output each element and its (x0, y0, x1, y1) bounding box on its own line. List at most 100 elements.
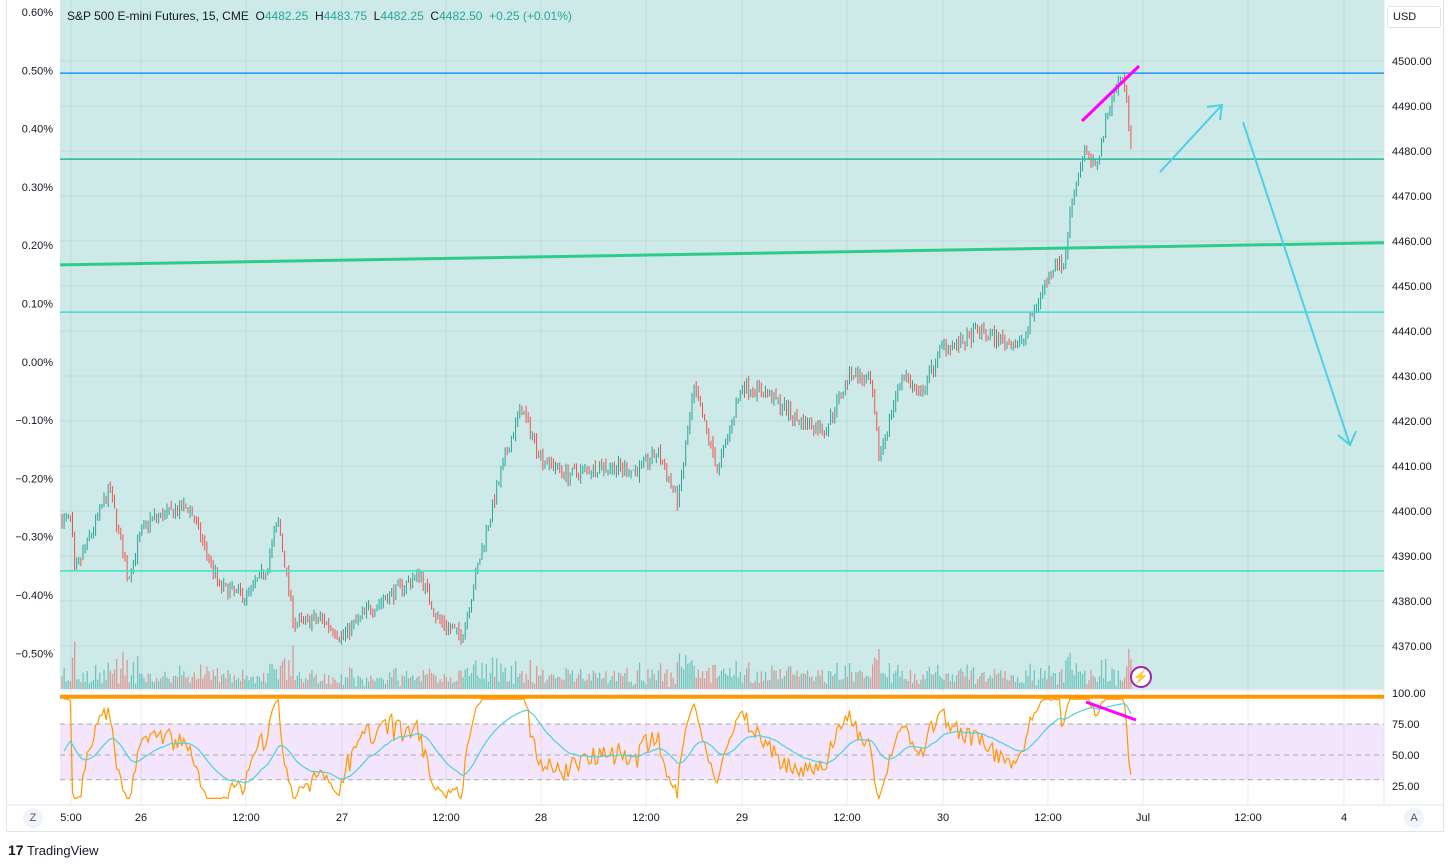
volume-bar (527, 679, 529, 689)
volume-bar (601, 678, 603, 689)
volume-bar (412, 675, 414, 689)
auto-scale-button[interactable]: A (1404, 808, 1424, 828)
zoom-button[interactable]: Z (23, 808, 43, 828)
volume-bar (1124, 677, 1126, 689)
low-value: 4482.25 (380, 9, 424, 23)
percent-tick-label: 0.00% (22, 357, 53, 369)
volume-bar (722, 668, 725, 689)
volume-bar (464, 669, 466, 689)
volume-bar (998, 672, 1000, 689)
volume-bar (651, 669, 653, 689)
volume-bar (565, 667, 567, 689)
volume-bar (1107, 681, 1109, 689)
volume-bar (498, 681, 500, 689)
volume-bar (265, 682, 267, 689)
volume-bar (134, 683, 137, 689)
trend-line[interactable] (59, 241, 1385, 267)
volume-bar (905, 678, 907, 689)
volume-bar (365, 677, 368, 689)
volume-bar (911, 682, 914, 689)
volume-bar (168, 678, 170, 689)
down-arrow-drawing[interactable] (1242, 121, 1351, 446)
volume-bar (594, 672, 597, 689)
volume-bar (273, 669, 275, 689)
chart-canvas[interactable]: 5:00 26 12:00 27 12:00 28 12:00 29 12:00 30 12:00 J… (0, 0, 1454, 832)
volume-bar (307, 679, 309, 689)
rsi-divergence-line[interactable] (1085, 700, 1137, 722)
volume-bar (162, 676, 164, 689)
volume-bar (689, 662, 691, 689)
volume-bar (943, 679, 945, 689)
volume-bar (193, 672, 195, 689)
price-tick-label: 4430.00 (1392, 371, 1432, 383)
volume-bar (319, 681, 321, 689)
volume-bar (340, 674, 342, 689)
volume-bar (1119, 679, 1122, 689)
volume-bar (353, 677, 355, 689)
volume-bar (575, 678, 578, 689)
volume-bar (334, 679, 336, 689)
volume-bar (231, 682, 233, 689)
volume-bar (174, 675, 177, 689)
currency-selector[interactable]: USD (1387, 6, 1441, 28)
volume-bar (321, 680, 324, 689)
volume-bar (771, 665, 773, 689)
volume-bar (296, 675, 298, 689)
volume-bar (609, 679, 611, 689)
high-value: 4483.75 (323, 9, 367, 23)
volume-bar (187, 676, 189, 689)
symbol-name: S&P 500 E-mini Futures, 15, CME (67, 9, 249, 23)
volume-bar (641, 680, 643, 689)
price-pane[interactable] (60, 0, 1384, 689)
volume-bar (590, 680, 592, 689)
volume-bar (1065, 660, 1067, 689)
volume-bar (1006, 679, 1008, 689)
volume-bar (107, 662, 109, 689)
volume-bar (258, 676, 261, 689)
volume-bar (563, 679, 565, 689)
volume-bar (483, 678, 485, 689)
volume-bar (113, 669, 116, 689)
volume-bar (620, 673, 622, 689)
volume-bar (410, 677, 412, 689)
volume-bar (691, 659, 693, 689)
volume-bar (1075, 663, 1077, 689)
lightning-icon[interactable]: ⚡ (1130, 666, 1152, 688)
volume-bar (290, 676, 292, 689)
volume-bar (63, 667, 65, 689)
volume-bar (670, 672, 672, 689)
volume-bar (208, 671, 210, 689)
volume-bar (529, 659, 531, 689)
volume-bar (674, 683, 676, 689)
volume-bar (899, 676, 901, 689)
volume-bar (512, 683, 515, 689)
volume-bar (86, 671, 88, 689)
volume-bar (699, 678, 702, 689)
volume-bar (525, 673, 527, 689)
volume-bar (569, 674, 571, 689)
volume-bar (802, 673, 804, 689)
volume-bar (737, 677, 739, 689)
volume-bar (1096, 682, 1098, 689)
volume-bar (1079, 671, 1082, 689)
volume-bar (821, 669, 823, 689)
volume-bar (578, 673, 580, 689)
volume-bar (949, 680, 951, 689)
volume-bar (964, 676, 966, 689)
volume-bar (811, 676, 813, 689)
volume-bar (309, 673, 311, 689)
volume-bar (521, 671, 523, 689)
divergence-line[interactable] (1080, 64, 1141, 123)
volume-bar (128, 682, 130, 689)
time-tick-label: 12:00 (632, 812, 660, 824)
volume-bar (317, 683, 319, 689)
volume-bar (130, 675, 132, 689)
volume-bar (798, 676, 800, 689)
volume-bar (603, 678, 605, 689)
volume-bar (202, 678, 204, 689)
volume-bar (252, 676, 254, 689)
rsi-tick-label: 25.00 (1392, 781, 1420, 793)
volume-bar (819, 675, 821, 689)
up-arrow-drawing[interactable] (1159, 104, 1223, 173)
volume-bar (361, 679, 363, 689)
